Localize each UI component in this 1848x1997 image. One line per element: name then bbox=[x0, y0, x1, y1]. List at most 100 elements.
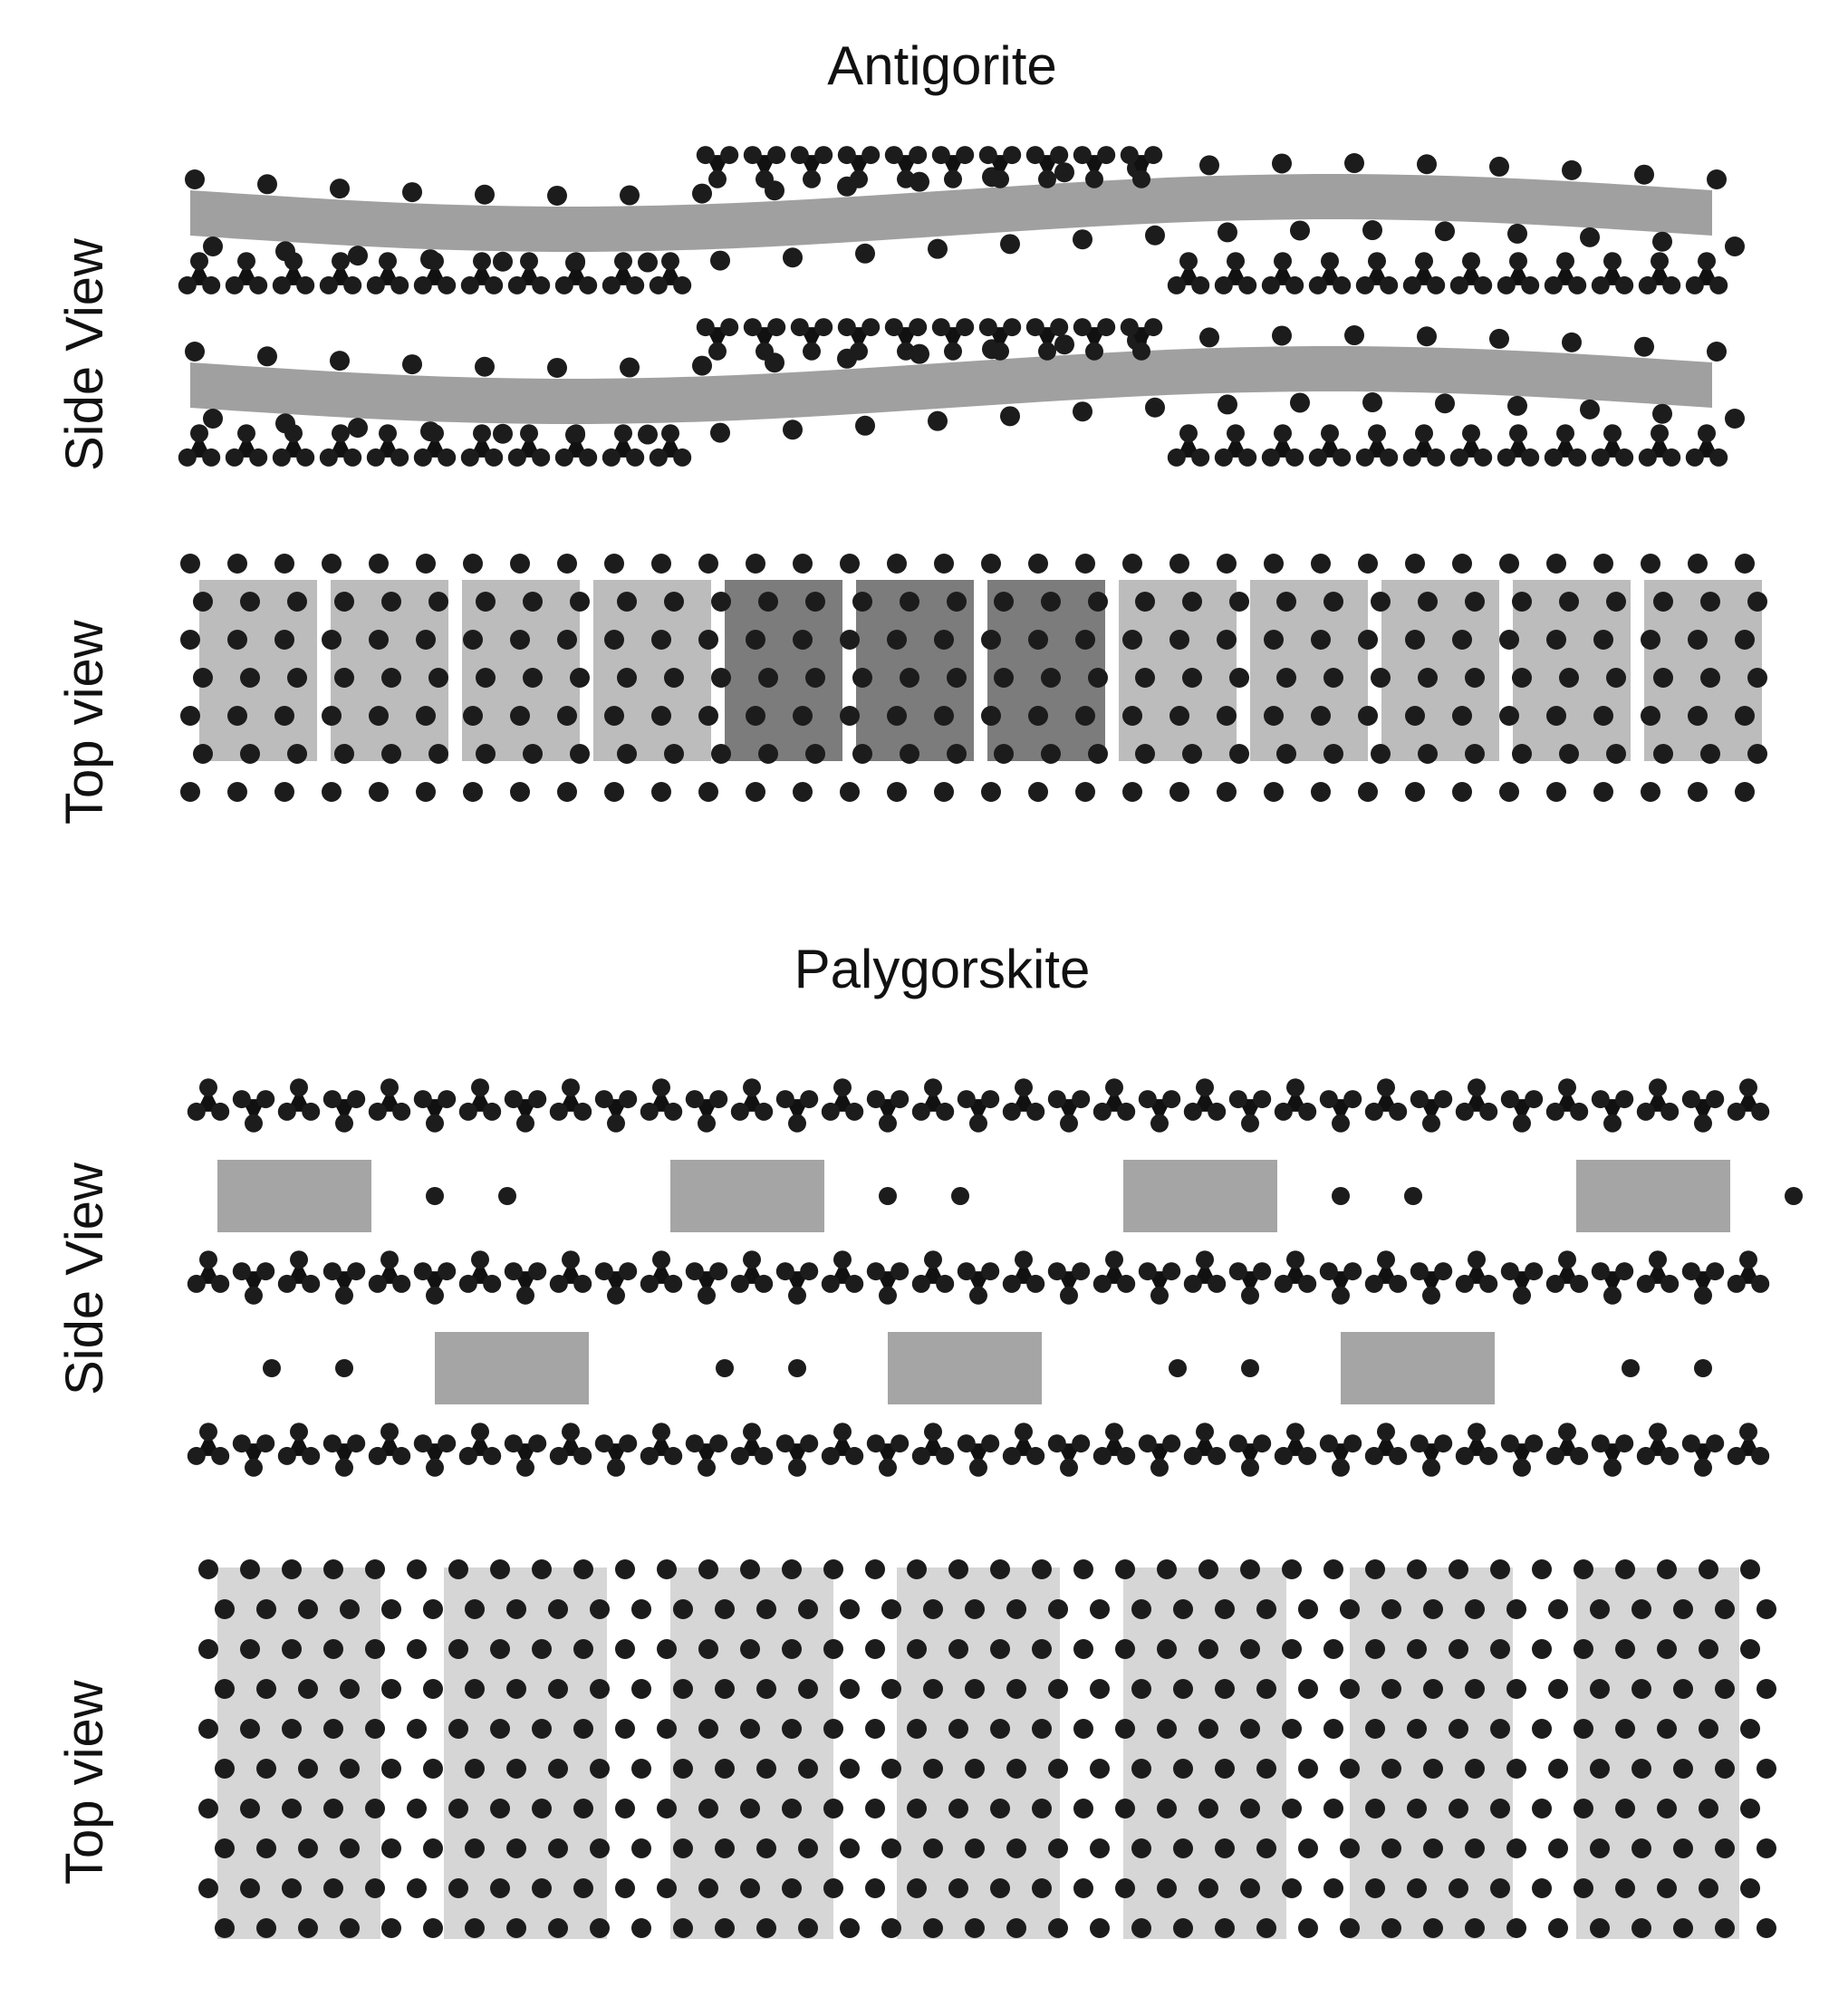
atom bbox=[1298, 1102, 1317, 1121]
atom bbox=[1117, 1446, 1136, 1465]
atom bbox=[1474, 448, 1493, 467]
atom bbox=[1138, 1090, 1157, 1109]
atom bbox=[1381, 1838, 1401, 1858]
atom bbox=[365, 1878, 385, 1898]
atom bbox=[1427, 275, 1446, 294]
atom bbox=[619, 1262, 638, 1281]
atom bbox=[840, 1599, 860, 1619]
atom bbox=[483, 1274, 502, 1293]
atom bbox=[1060, 1286, 1078, 1305]
atom bbox=[573, 1102, 592, 1121]
atom bbox=[640, 1446, 659, 1465]
atom bbox=[1073, 1559, 1093, 1579]
atom bbox=[1497, 275, 1516, 294]
atom bbox=[1449, 1878, 1468, 1898]
atom bbox=[1183, 1446, 1202, 1465]
atom bbox=[1229, 744, 1249, 764]
atom bbox=[1073, 401, 1092, 422]
atom bbox=[1115, 1878, 1135, 1898]
atom bbox=[1256, 1918, 1276, 1938]
atom bbox=[1298, 1759, 1318, 1779]
atom bbox=[1662, 275, 1681, 294]
atom bbox=[1474, 275, 1493, 294]
atom bbox=[1673, 1599, 1693, 1619]
atom bbox=[803, 169, 821, 188]
atom bbox=[1694, 1114, 1712, 1133]
atom bbox=[934, 706, 954, 726]
atom bbox=[1157, 1639, 1177, 1659]
atom bbox=[1131, 1599, 1151, 1619]
atom bbox=[562, 1423, 580, 1442]
atom bbox=[909, 318, 928, 337]
atom bbox=[1513, 1114, 1531, 1133]
atom bbox=[1706, 1090, 1725, 1109]
octahedral-column bbox=[897, 1568, 1060, 1939]
atom bbox=[1028, 782, 1048, 802]
atom bbox=[1465, 592, 1485, 612]
atom bbox=[1241, 1114, 1259, 1133]
atom bbox=[814, 318, 833, 337]
atom bbox=[1465, 1759, 1485, 1779]
atom bbox=[1173, 1838, 1193, 1858]
atom bbox=[1122, 554, 1142, 574]
atom bbox=[1747, 744, 1767, 764]
atom bbox=[1545, 1446, 1564, 1465]
atom bbox=[423, 1918, 443, 1938]
atom bbox=[1097, 146, 1116, 165]
atom bbox=[965, 1599, 985, 1619]
atom bbox=[1405, 554, 1425, 574]
atom bbox=[790, 318, 809, 337]
atom bbox=[1593, 782, 1613, 802]
atom bbox=[1615, 1559, 1635, 1579]
atom bbox=[1739, 1078, 1757, 1097]
atom bbox=[1048, 1838, 1068, 1858]
atom bbox=[1090, 1599, 1110, 1619]
atom bbox=[1196, 1078, 1214, 1097]
atom bbox=[1241, 1359, 1259, 1377]
atom bbox=[381, 744, 401, 764]
atom bbox=[298, 1838, 318, 1858]
atom bbox=[775, 1262, 794, 1281]
atom bbox=[390, 448, 409, 467]
atom bbox=[1489, 156, 1509, 177]
palygorskite-top-view-label: Top view bbox=[55, 1680, 114, 1885]
atom bbox=[1698, 424, 1716, 443]
atom bbox=[1344, 325, 1364, 346]
atom bbox=[1532, 1719, 1552, 1739]
atom bbox=[322, 1262, 342, 1281]
atom bbox=[1285, 448, 1304, 467]
atom bbox=[685, 1262, 704, 1281]
atom bbox=[438, 1090, 457, 1109]
atom bbox=[506, 1679, 526, 1699]
atom bbox=[1615, 1262, 1634, 1281]
antigorite-title: Antigorite bbox=[827, 35, 1057, 96]
atom bbox=[696, 318, 715, 337]
atom bbox=[428, 668, 448, 688]
atom bbox=[232, 1262, 251, 1281]
atom bbox=[1002, 1102, 1021, 1121]
atom bbox=[390, 275, 409, 294]
atom bbox=[821, 1446, 840, 1465]
atom bbox=[1757, 1838, 1776, 1858]
atom bbox=[1274, 1274, 1293, 1293]
atom bbox=[211, 1102, 230, 1121]
atom bbox=[557, 630, 577, 650]
atom bbox=[884, 146, 903, 165]
atom bbox=[934, 630, 954, 650]
atom bbox=[923, 1918, 943, 1938]
atom bbox=[1641, 554, 1660, 574]
atom bbox=[626, 448, 645, 467]
atom bbox=[823, 1719, 843, 1739]
atom bbox=[215, 1918, 235, 1938]
atom bbox=[202, 448, 221, 467]
atom bbox=[1365, 1719, 1385, 1739]
atom bbox=[640, 1102, 659, 1121]
atom bbox=[1740, 1878, 1760, 1898]
atom bbox=[614, 252, 632, 271]
atom bbox=[369, 630, 389, 650]
atom bbox=[1191, 448, 1210, 467]
atom bbox=[1290, 220, 1310, 241]
atom bbox=[775, 1434, 794, 1453]
atom bbox=[1685, 275, 1704, 294]
atom bbox=[708, 169, 727, 188]
